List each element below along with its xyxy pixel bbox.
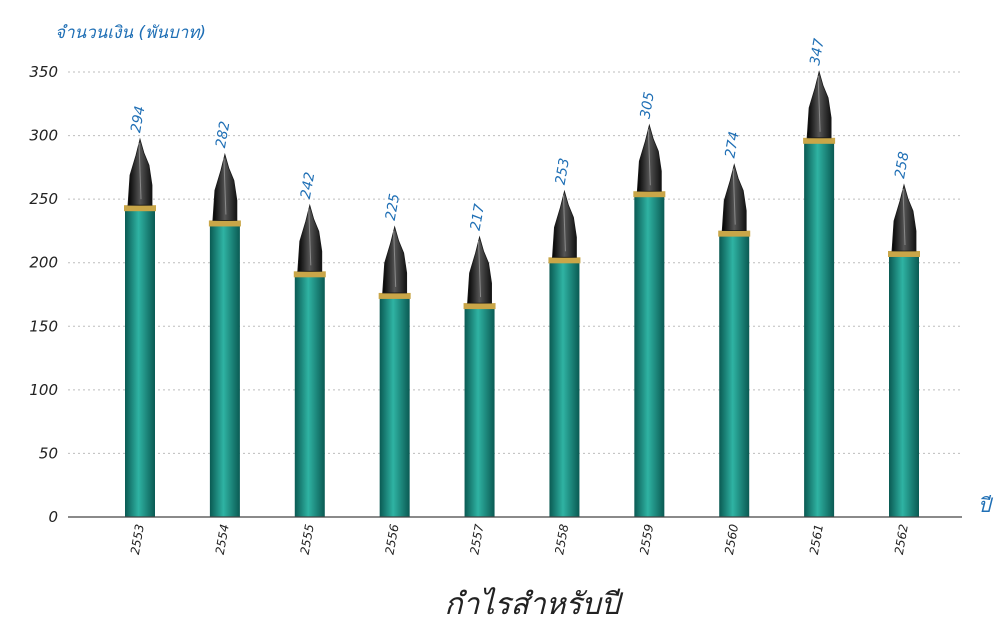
bar-band [124,205,156,212]
bar-body [209,224,240,517]
value-label: 347 [807,37,827,66]
chart-title: กำไรสำหรับปี [444,587,623,622]
bar-band [293,271,326,278]
bar-nib-highlight [138,143,142,200]
x-tick-label: 2560 [722,523,741,556]
bar-nib-highlight [393,230,397,287]
bar-body [719,234,750,517]
bar-body [889,254,919,517]
value-label: 217 [468,203,488,232]
bar: 282 [208,120,241,517]
bar: 217 [463,203,496,517]
bar-body [464,307,495,517]
bar-body [634,195,665,517]
bar-body [294,275,325,517]
bar-nib-highlight [478,241,482,298]
bar-band [208,220,241,227]
bar-body [125,209,155,517]
bar-nib-highlight [223,158,227,215]
bar-nib-highlight [647,129,651,186]
value-label: 294 [128,105,148,134]
y-tick-label: 200 [29,254,58,272]
bar: 294 [124,105,156,517]
value-label: 253 [553,157,573,186]
y-axis-ticks: 0 50 100 150 200 250 300 350 [29,63,58,526]
bar-nib-highlight [732,168,736,225]
bar: 253 [548,157,581,517]
bar: 347 [803,37,836,518]
x-axis-label: ปี [978,493,994,517]
x-tick-label: 2561 [807,523,826,556]
y-tick-label: 250 [29,190,58,208]
bar-nib-highlight [817,75,821,132]
bar-band [803,137,836,144]
bar-body [549,261,580,517]
x-tick-label: 2556 [383,523,402,556]
value-label: 282 [213,120,233,149]
x-tick-label: 2555 [298,523,317,556]
bar: 305 [633,91,666,517]
bar-nib-highlight [562,195,566,252]
x-tick-label: 2559 [637,523,656,556]
y-tick-label: 50 [39,444,58,462]
y-tick-label: 300 [29,127,58,145]
bar: 242 [293,171,326,517]
bar: 225 [378,192,411,517]
bar: 258 [888,150,920,517]
y-tick-label: 350 [29,63,58,81]
x-tick-label: 2554 [213,523,232,556]
bar-band [548,257,581,264]
bar-band [888,250,920,257]
bar-nib-highlight [308,209,312,266]
value-label: 305 [638,91,658,120]
y-tick-label: 0 [48,508,58,526]
x-axis-ticks: 2553 2554 2555 2556 2557 2558 2559 2560 2561 2562 [128,523,911,556]
bar-body [804,141,835,518]
bar-series: 294 282 242 225 217 253 305 274 347 258 [124,37,920,518]
y-tick-label: 150 [29,317,58,335]
bar-band [378,292,411,299]
bar-band [633,191,666,198]
x-tick-label: 2562 [892,523,911,556]
x-tick-label: 2558 [552,523,571,556]
x-tick-label: 2557 [467,523,486,556]
value-label: 274 [722,130,742,159]
value-label: 258 [892,150,912,179]
value-label: 242 [298,171,318,200]
bar-band [718,230,751,237]
x-tick-label: 2553 [128,523,147,556]
value-label: 225 [383,192,403,221]
bar-band [463,303,496,310]
bar-body [379,296,410,517]
y-tick-label: 100 [29,381,58,399]
bar-nib-highlight [902,188,906,245]
bar: 274 [718,130,751,517]
y-axis-label: จำนวนเงิน (พันบาท) [55,23,206,43]
